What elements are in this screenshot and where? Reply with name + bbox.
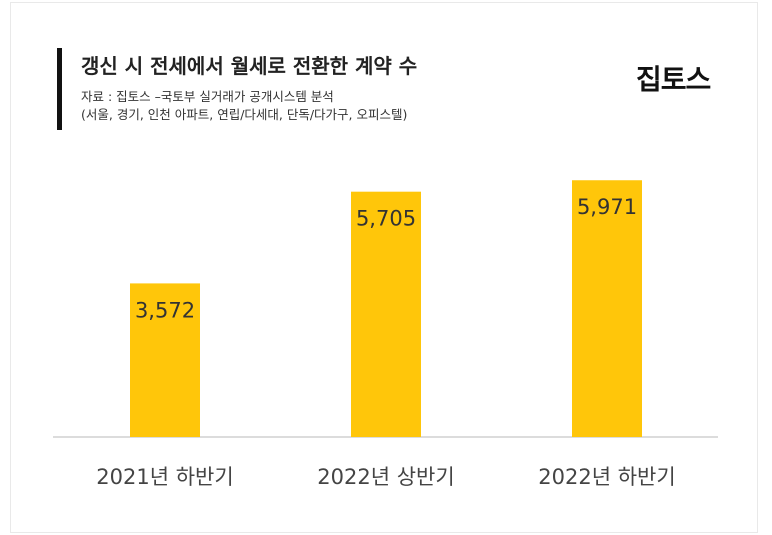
bar-value-label: 3,572 — [135, 298, 195, 322]
source-note: 자료 : 집토스 –국토부 실거래가 공개시스템 분석 — [81, 89, 334, 104]
chart-title: 갱신 시 전세에서 월세로 전환한 계약 수 — [81, 54, 418, 78]
ziptoss-logo: 집토스 — [636, 63, 711, 96]
bar — [572, 180, 642, 437]
x-tick-label: 2022년 상반기 — [317, 465, 454, 489]
bar — [351, 191, 421, 437]
bar-value-label: 5,705 — [356, 207, 416, 231]
title-accent-bar — [57, 48, 62, 130]
bar-value-label: 5,971 — [577, 195, 637, 219]
source-scope-note: (서울, 경기, 인천 아파트, 연립/다세대, 단독/다가구, 오피스텔) — [81, 107, 408, 122]
bar — [130, 283, 200, 437]
x-tick-label: 2021년 하반기 — [96, 465, 233, 489]
x-tick-label: 2022년 하반기 — [538, 465, 675, 489]
